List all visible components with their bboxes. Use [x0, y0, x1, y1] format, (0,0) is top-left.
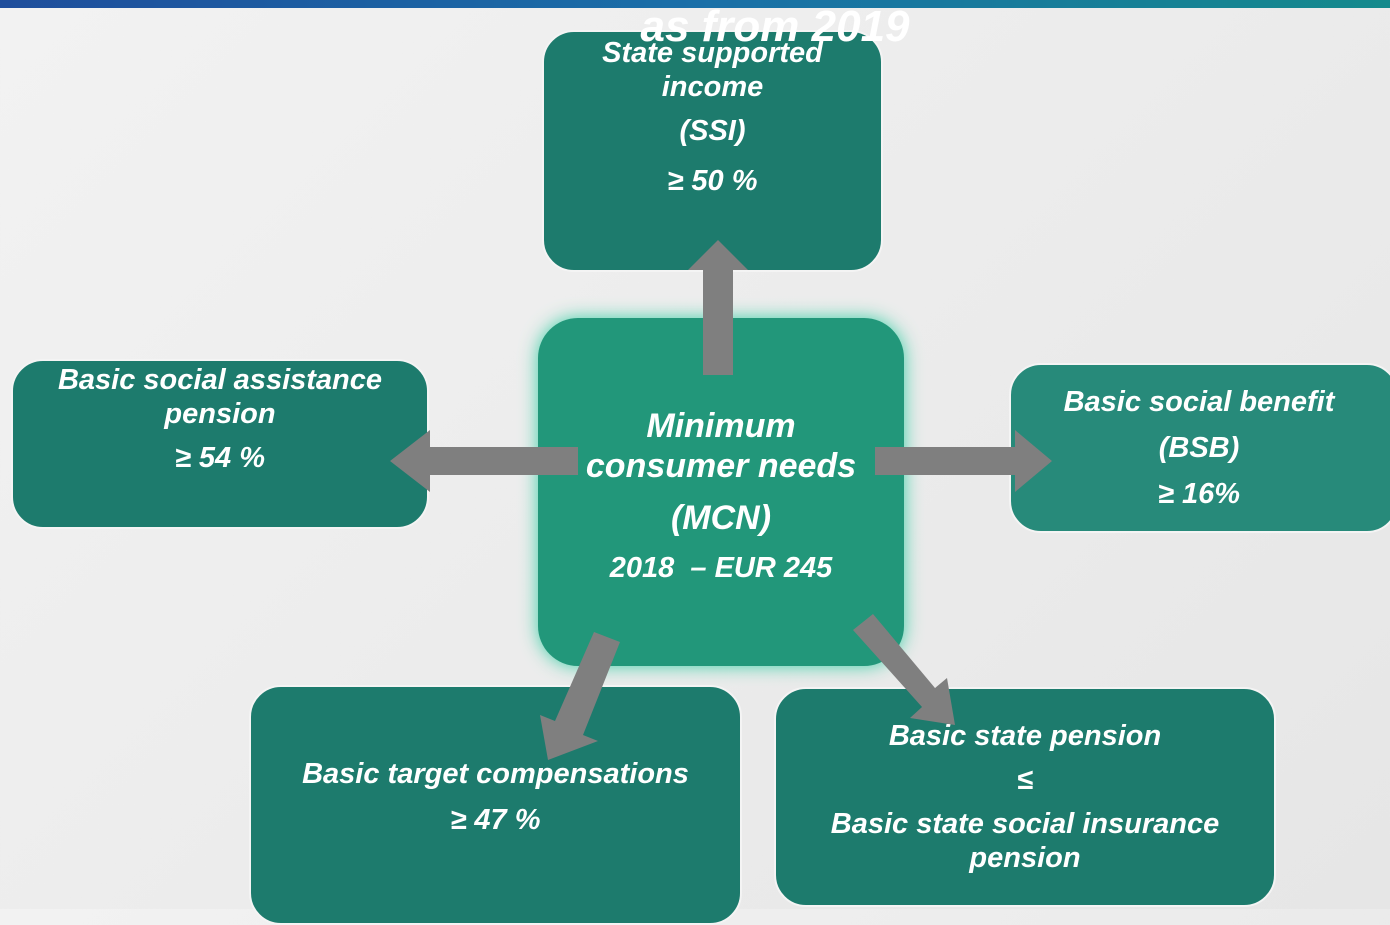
node-text: State supported [602, 37, 823, 69]
node-text: ≥ 54 % [174, 442, 266, 474]
node-text: Minimum [646, 407, 796, 445]
node: Basic state pension ≤ Basic state social i… [774, 687, 1276, 907]
node-text: (SSI) [679, 115, 746, 147]
node-text: Basic target compensations [302, 758, 689, 790]
node-text: pension [969, 842, 1081, 874]
node-text: Basic state social insurance [830, 808, 1220, 840]
node: Basic target compensations ≥ 47 % [249, 685, 742, 925]
node-text: ≥ 16% [1157, 478, 1240, 510]
node-text: Basic social assistance [57, 364, 383, 396]
node-text: Basic state pension [888, 720, 1162, 752]
arrow-bottom-right [853, 614, 955, 725]
top-bar [0, 0, 1390, 8]
node-text: 2018 – EUR 245 [609, 552, 833, 584]
node: State supported income (SSI) ≥ 50 % [542, 30, 883, 272]
title: as from 2019 [640, 2, 910, 51]
node-text: (MCN) [670, 499, 772, 537]
node: Basic social benefit (BSB) ≥ 16% [1009, 363, 1390, 533]
node-text: ≤ [1017, 764, 1033, 796]
arrow-up [688, 240, 748, 375]
node-text: Basic social benefit [1063, 386, 1335, 418]
arrow-left [390, 430, 578, 492]
node: Basic social assistance pension ≥ 54 % [11, 359, 429, 529]
node-text: pension [164, 398, 276, 430]
node-text: (BSB) [1158, 432, 1240, 464]
arrow-bottom-left [540, 632, 620, 760]
node-text: consumer needs [585, 447, 857, 485]
node-text: ≥ 50 % [667, 165, 758, 197]
node-text: ≥ 47 % [450, 804, 541, 836]
arrow-right [875, 430, 1052, 492]
node: Minimum consumer needs (MCN) 2018 – EUR 245 [538, 318, 904, 666]
node-text: income [661, 71, 764, 103]
